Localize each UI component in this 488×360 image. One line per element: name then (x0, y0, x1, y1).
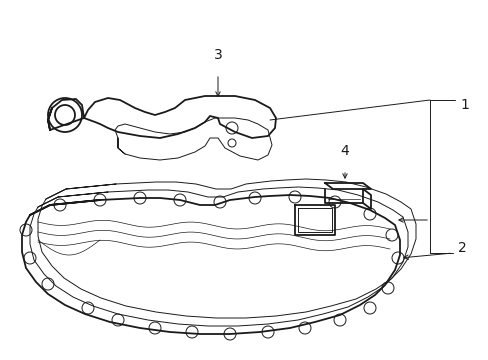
Text: 1: 1 (459, 98, 468, 112)
Text: 2: 2 (457, 241, 466, 255)
Text: 4: 4 (340, 144, 348, 158)
Text: 3: 3 (213, 48, 222, 62)
